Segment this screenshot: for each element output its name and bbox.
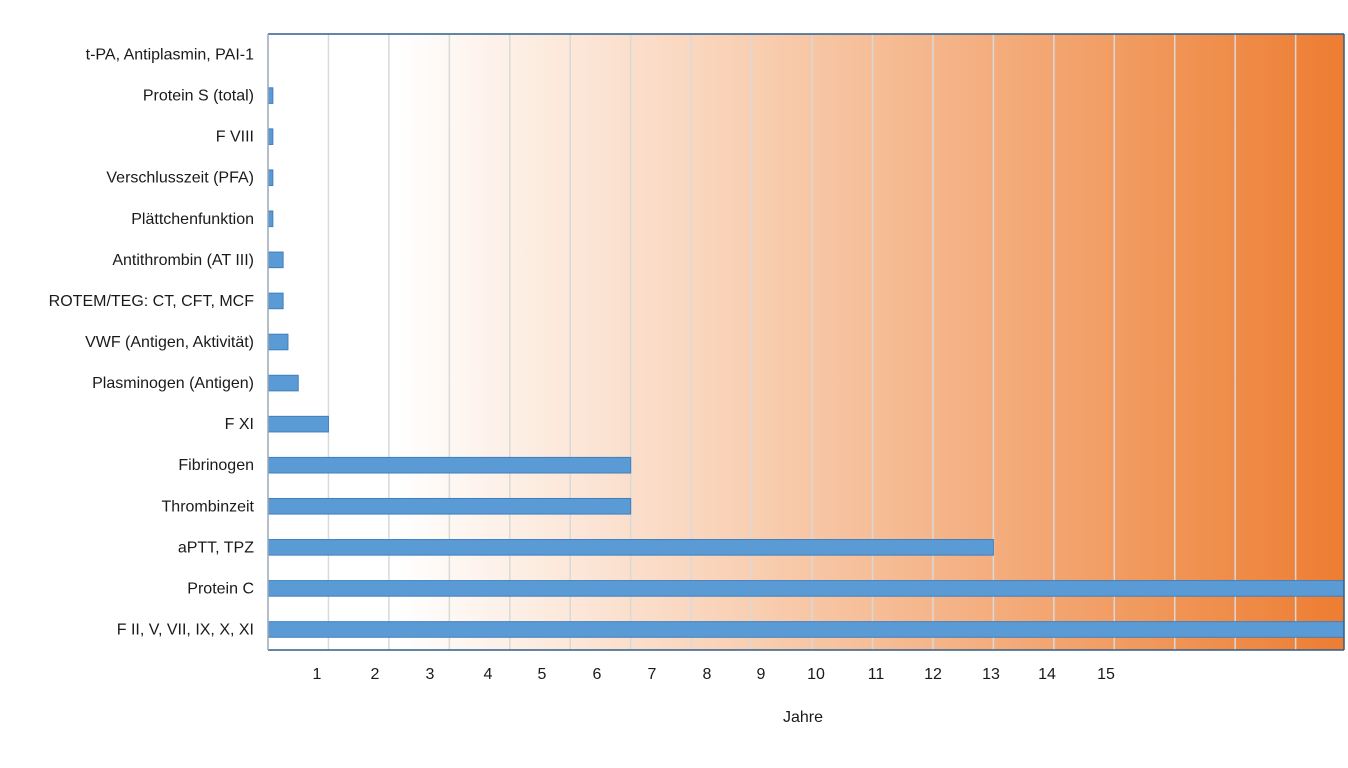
category-label: Protein C bbox=[187, 580, 254, 597]
category-label: aPTT, TPZ bbox=[178, 539, 254, 556]
x-tick-label: 6 bbox=[593, 666, 602, 683]
category-label: Plättchenfunktion bbox=[131, 211, 254, 228]
x-tick-label: 5 bbox=[538, 666, 547, 683]
bar bbox=[267, 497, 632, 515]
bar bbox=[267, 333, 289, 351]
category-label: F XI bbox=[225, 416, 254, 433]
bar bbox=[267, 539, 994, 556]
x-tick-label: 15 bbox=[1097, 666, 1115, 683]
category-label: Fibrinogen bbox=[178, 457, 254, 474]
bars bbox=[267, 87, 1345, 638]
x-tick-label: 11 bbox=[868, 666, 885, 683]
x-tick-label: 1 bbox=[313, 666, 322, 683]
x-tick-label: 2 bbox=[371, 666, 380, 683]
x-tick-label: 4 bbox=[484, 666, 493, 683]
gridlines bbox=[327, 34, 1297, 650]
category-label: t-PA, Antiplasmin, PAI-1 bbox=[86, 47, 254, 64]
bar bbox=[267, 374, 299, 392]
x-tick-label: 8 bbox=[703, 666, 712, 683]
bar bbox=[267, 415, 329, 433]
x-tick-label: 7 bbox=[648, 666, 657, 683]
x-tick-label: 10 bbox=[807, 666, 825, 683]
category-label: ROTEM/TEG: CT, CFT, MCF bbox=[49, 293, 255, 310]
category-label: F VIII bbox=[216, 129, 254, 146]
x-tick-label: 12 bbox=[924, 666, 942, 683]
category-label: Antithrombin (AT III) bbox=[112, 252, 254, 269]
plot-background bbox=[268, 34, 1344, 650]
category-label: Thrombinzeit bbox=[162, 498, 255, 515]
category-label: Verschlusszeit (PFA) bbox=[106, 170, 254, 187]
x-tick-label: 14 bbox=[1038, 666, 1056, 683]
bar bbox=[267, 580, 1345, 597]
x-tick-label: 9 bbox=[757, 666, 766, 683]
bar bbox=[267, 251, 284, 269]
x-axis-title: Jahre bbox=[783, 709, 823, 726]
x-tick-labels: 1 2 3 4 5 6 7 8 9 10 11 12 13 14 15 bbox=[313, 666, 1115, 683]
x-tick-label: 13 bbox=[982, 666, 1000, 683]
category-label: Plasminogen (Antigen) bbox=[92, 375, 254, 392]
x-tick-label: 3 bbox=[426, 666, 435, 683]
category-label: F II, V, VII, IX, X, XI bbox=[117, 621, 254, 638]
category-label: VWF (Antigen, Aktivität) bbox=[85, 334, 254, 351]
bar bbox=[267, 621, 1345, 638]
category-labels: t-PA, Antiplasmin, PAI-1 Protein S (total… bbox=[49, 47, 255, 639]
bar bbox=[267, 456, 632, 474]
category-label: Protein S (total) bbox=[143, 88, 254, 105]
axes bbox=[267, 33, 1345, 651]
bar bbox=[267, 292, 284, 310]
